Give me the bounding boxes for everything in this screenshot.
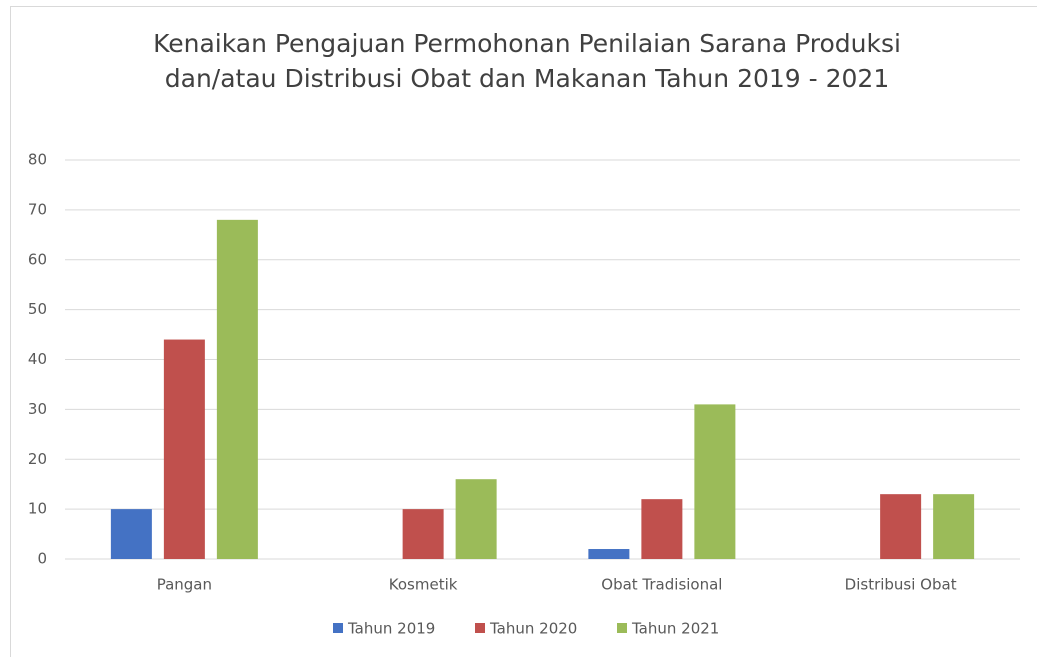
y-tick-label: 80 — [28, 151, 47, 169]
y-tick-label: 60 — [28, 250, 47, 268]
bar — [110, 509, 152, 559]
chart-frame — [10, 6, 1037, 657]
bar — [588, 549, 630, 559]
chart-title: dan/atau Distribusi Obat dan Makanan Tah… — [165, 64, 889, 93]
y-tick-label: 0 — [37, 550, 47, 568]
legend-swatch — [333, 623, 343, 633]
bar — [694, 404, 736, 559]
y-tick-label: 20 — [28, 450, 47, 468]
y-tick-label: 40 — [28, 350, 47, 368]
legend-swatch — [617, 623, 627, 633]
y-tick-label: 50 — [28, 300, 47, 318]
x-tick-label: Obat Tradisional — [601, 576, 722, 594]
chart-title: Kenaikan Pengajuan Permohonan Penilaian … — [153, 29, 901, 58]
legend-label: Tahun 2021 — [631, 620, 719, 638]
bar — [880, 494, 922, 559]
legend-label: Tahun 2020 — [489, 620, 577, 638]
bar — [163, 339, 205, 559]
y-tick-label: 30 — [28, 400, 47, 418]
bar — [455, 479, 497, 559]
bar — [933, 494, 975, 559]
y-tick-label: 70 — [28, 200, 47, 218]
bar — [402, 509, 444, 559]
legend-label: Tahun 2019 — [347, 620, 435, 638]
y-tick-label: 10 — [28, 500, 47, 518]
bar — [641, 499, 683, 559]
legend-swatch — [475, 623, 485, 633]
bar — [216, 219, 258, 559]
x-tick-label: Kosmetik — [389, 576, 458, 594]
x-tick-label: Distribusi Obat — [845, 576, 957, 594]
x-tick-label: Pangan — [157, 576, 212, 594]
